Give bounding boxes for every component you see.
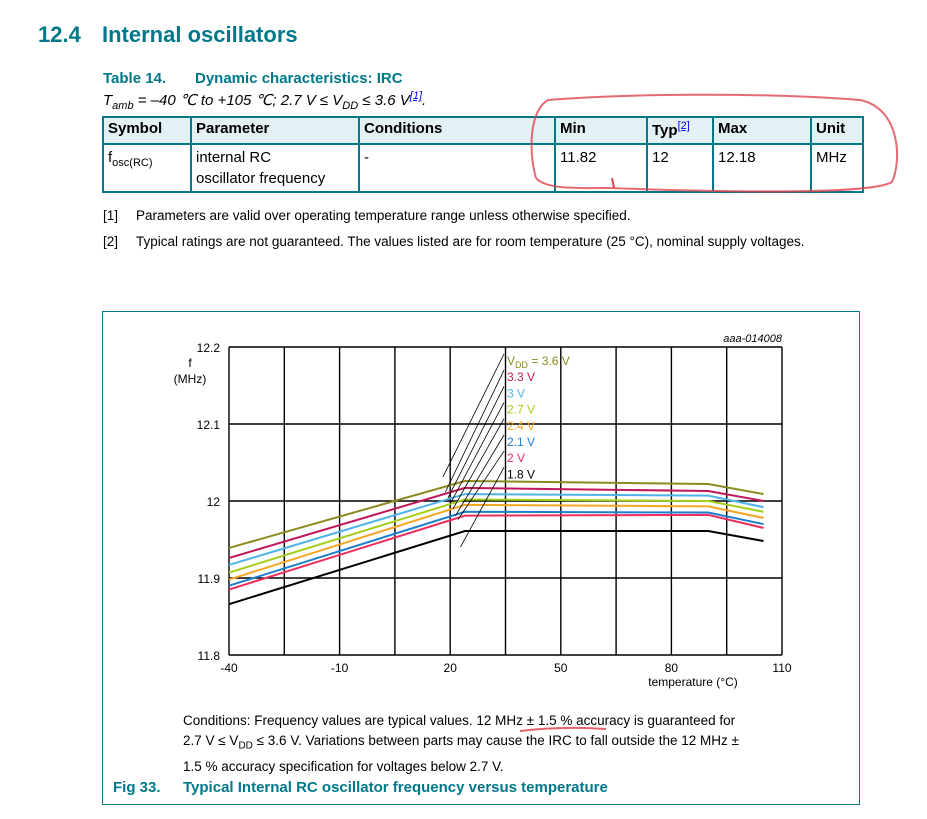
figure-notes: Conditions: Frequency values are typical…: [183, 711, 843, 777]
leader-line: [455, 434, 505, 516]
col-conditions: Conditions: [358, 116, 556, 145]
x-tick-label: 20: [444, 661, 458, 675]
x-tick-label: 80: [665, 661, 679, 675]
symbol-main: f: [108, 149, 113, 166]
series-line: [228, 503, 764, 581]
y-tick-label: 12.2: [197, 341, 221, 355]
x-axis-label: temperature (°C): [648, 675, 738, 689]
footnote-text: Typical ratings are not guaranteed. The …: [136, 234, 805, 249]
series-label: 1.8 V: [507, 467, 535, 481]
footnote-mark: [1]: [103, 208, 119, 223]
leader-line: [442, 353, 505, 478]
col-parameter: Parameter: [190, 116, 360, 145]
notes-line2-a: 2.7 V ≤ V: [183, 733, 239, 748]
y-axis-unit: (MHz): [174, 372, 207, 386]
parameter-line1: internal RC: [196, 149, 272, 166]
cell-parameter: internal RC oscillator frequency: [190, 143, 360, 193]
series-line: [228, 486, 764, 559]
figure-caption-text: Typical Internal RC oscillator frequency…: [183, 779, 608, 796]
x-tick-label: 110: [772, 661, 791, 675]
series-label: 3 V: [507, 386, 525, 400]
series-line: [228, 510, 764, 587]
table-title: Table 14. Dynamic characteristics: IRC: [103, 70, 403, 87]
series-label: VDD = 3.6 V: [507, 354, 570, 370]
cond-tail: ≤ 3.6 V: [358, 92, 410, 109]
cond-mid: = –40 ℃ to +105 ℃; 2.7 V ≤ V: [133, 92, 343, 109]
cell-symbol: fosc(RC): [102, 143, 192, 193]
table-caption: Dynamic characteristics: IRC: [195, 70, 403, 87]
series-line: [228, 493, 764, 566]
cond-end: .: [422, 92, 427, 109]
footnote-text: Parameters are valid over operating temp…: [136, 208, 631, 223]
footnote-1: [1] Parameters are valid over operating …: [103, 206, 843, 225]
series-label: 2.4 V: [507, 419, 535, 433]
figure-number: Fig 33.: [113, 779, 161, 796]
cond-sub: amb: [112, 100, 134, 112]
footnote-mark: [2]: [103, 234, 119, 249]
footnote-link-1[interactable]: [1]: [409, 90, 423, 102]
y-tick-label: 11.8: [198, 649, 221, 663]
leader-line: [452, 418, 505, 510]
cell-conditions: -: [358, 143, 556, 193]
series-line: [228, 479, 764, 549]
leader-line: [460, 467, 505, 548]
figure-frame: [102, 311, 860, 805]
table-conditions: Tamb = –40 ℃ to +105 ℃; 2.7 V ≤ VDD ≤ 3.…: [103, 90, 426, 112]
col-symbol: Symbol: [102, 116, 192, 145]
section-number: 12.4: [38, 22, 81, 47]
cond-t: T: [103, 92, 113, 109]
notes-line2: 2.7 V ≤ VDD ≤ 3.6 V. Variations between …: [183, 731, 843, 757]
series-label: 2.7 V: [507, 403, 535, 417]
y-tick-label: 12: [207, 495, 221, 509]
table-number: Table 14.: [103, 70, 167, 87]
figure-id: aaa-014008: [723, 333, 783, 345]
figure-caption: Fig 33. Typical Internal RC oscillator fr…: [113, 779, 608, 796]
parameter-line2: oscillator frequency: [196, 170, 326, 187]
notes-line1: Conditions: Frequency values are typical…: [183, 713, 736, 728]
leader-line: [447, 386, 505, 499]
notes-line3: 1.5 % accuracy specification for voltage…: [183, 758, 504, 774]
notes-line2-b: ≤ 3.6 V. Variations between parts may ca…: [252, 733, 739, 748]
series-label: 2.1 V: [507, 435, 535, 449]
notes-line2-sub: DD: [238, 740, 253, 752]
series-label: 2 V: [507, 451, 525, 465]
series-label: 3.3 V: [507, 370, 535, 384]
symbol-sub: osc(RC): [112, 157, 153, 169]
series-line: [228, 513, 764, 591]
series-line: [228, 530, 764, 606]
x-tick-label: -10: [331, 661, 349, 675]
y-tick-label: 12.1: [197, 418, 221, 432]
section-title: Internal oscillators: [102, 22, 298, 47]
y-axis-label: f: [188, 356, 192, 370]
x-tick-label: 50: [554, 661, 568, 675]
y-tick-label: 11.9: [198, 572, 221, 586]
x-tick-label: -40: [220, 661, 238, 675]
leader-line: [450, 402, 505, 504]
footnote-2: [2] Typical ratings are not guaranteed. …: [103, 232, 843, 251]
cond-sub2: DD: [342, 100, 359, 112]
footnotes: [1] Parameters are valid over operating …: [103, 206, 843, 258]
leader-line: [457, 450, 505, 520]
leader-line: [445, 370, 505, 493]
series-line: [228, 498, 764, 574]
section-heading: 12.4 Internal oscillators: [38, 22, 298, 48]
